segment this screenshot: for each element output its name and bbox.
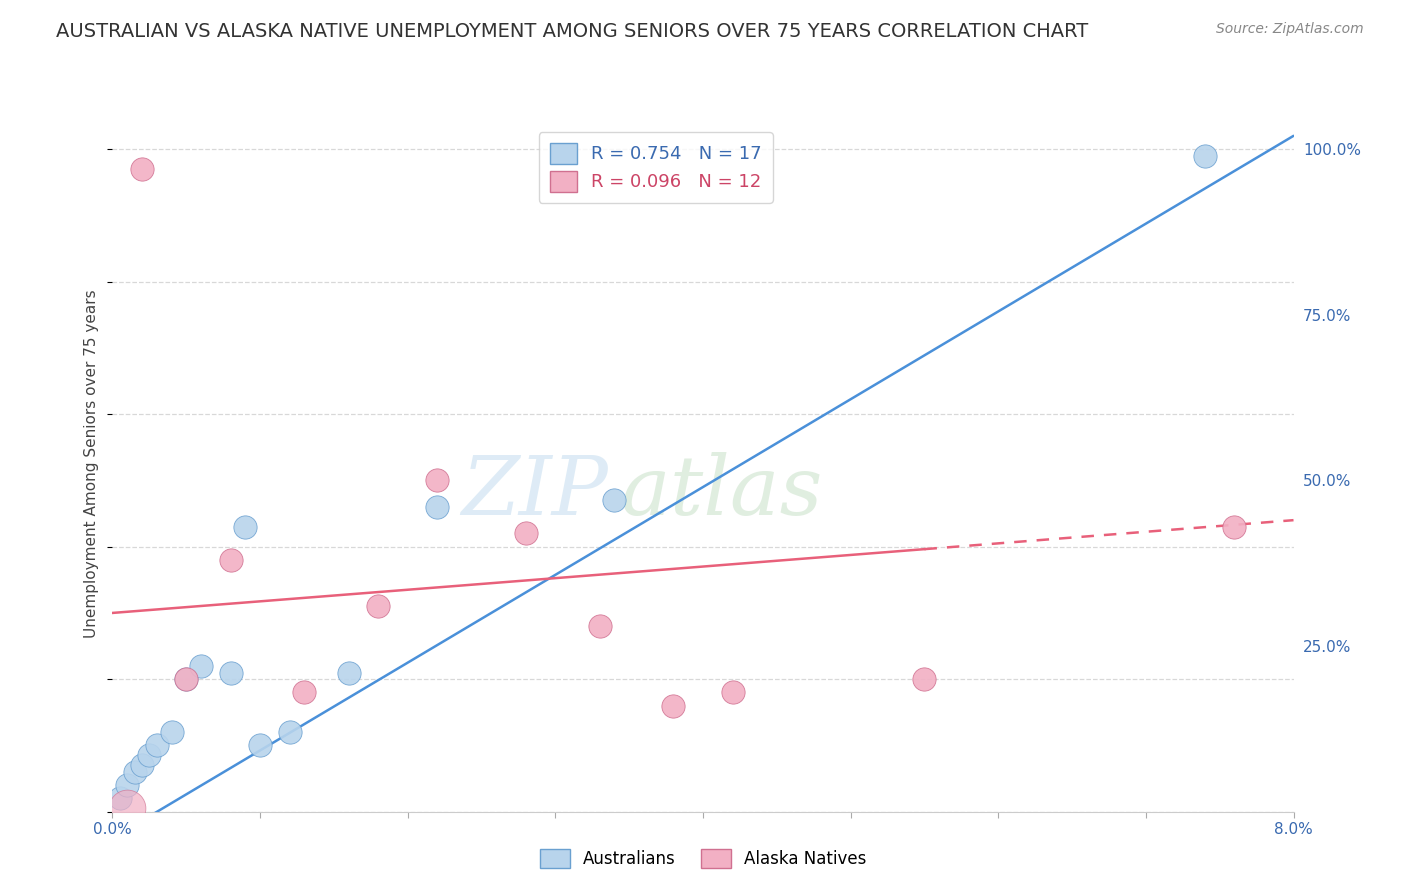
Legend: Australians, Alaska Natives: Australians, Alaska Natives [533, 842, 873, 875]
Point [367, 599, 389, 614]
Point [426, 474, 449, 488]
Point [337, 665, 360, 680]
Text: atlas: atlas [620, 451, 823, 532]
Point [146, 739, 169, 753]
Point [914, 672, 936, 686]
Point [249, 739, 271, 753]
Legend: R = 0.754   N = 17, R = 0.096   N = 12: R = 0.754 N = 17, R = 0.096 N = 12 [538, 132, 773, 202]
Point [219, 553, 242, 567]
Point [124, 764, 146, 779]
Point [1194, 149, 1216, 163]
Point [662, 698, 685, 713]
Point [131, 758, 153, 772]
Y-axis label: Unemployment Among Seniors over 75 years: Unemployment Among Seniors over 75 years [84, 290, 100, 638]
Text: AUSTRALIAN VS ALASKA NATIVE UNEMPLOYMENT AMONG SENIORS OVER 75 YEARS CORRELATION: AUSTRALIAN VS ALASKA NATIVE UNEMPLOYMENT… [56, 22, 1088, 41]
Point [278, 725, 301, 739]
Point [117, 778, 138, 792]
Text: ZIP: ZIP [461, 451, 609, 532]
Point [515, 526, 537, 541]
Point [138, 748, 160, 763]
Text: Source: ZipAtlas.com: Source: ZipAtlas.com [1216, 22, 1364, 37]
Point [588, 619, 610, 633]
Point [233, 520, 256, 534]
Point [108, 791, 131, 805]
Point [190, 659, 212, 673]
Point [1223, 520, 1246, 534]
Point [721, 685, 744, 699]
Point [292, 685, 315, 699]
Point [174, 672, 197, 686]
Point [219, 665, 242, 680]
Point [603, 493, 626, 508]
Point [131, 161, 153, 176]
Point [160, 725, 183, 739]
Point [117, 801, 138, 815]
Point [174, 672, 197, 686]
Point [426, 500, 449, 514]
